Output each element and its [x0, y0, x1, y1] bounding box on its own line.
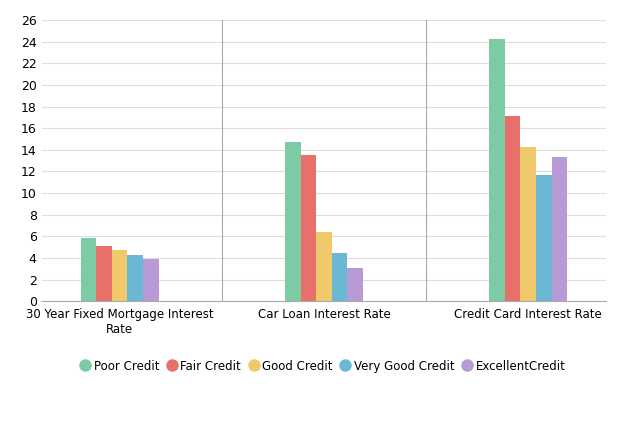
Bar — [301, 155, 316, 301]
Bar — [127, 255, 143, 301]
Bar — [505, 116, 521, 301]
Bar — [80, 238, 96, 301]
Bar — [521, 146, 536, 301]
Bar — [143, 259, 159, 301]
Bar — [96, 246, 112, 301]
Bar — [347, 268, 363, 301]
Bar — [285, 142, 301, 301]
Bar — [552, 157, 567, 301]
Legend: Poor Credit, Fair Credit, Good Credit, Very Good Credit, ExcellentCredit: Poor Credit, Fair Credit, Good Credit, V… — [77, 355, 571, 377]
Bar — [489, 39, 505, 301]
Bar — [316, 232, 332, 301]
Bar — [536, 175, 552, 301]
Bar — [112, 250, 127, 301]
Bar — [332, 253, 347, 301]
